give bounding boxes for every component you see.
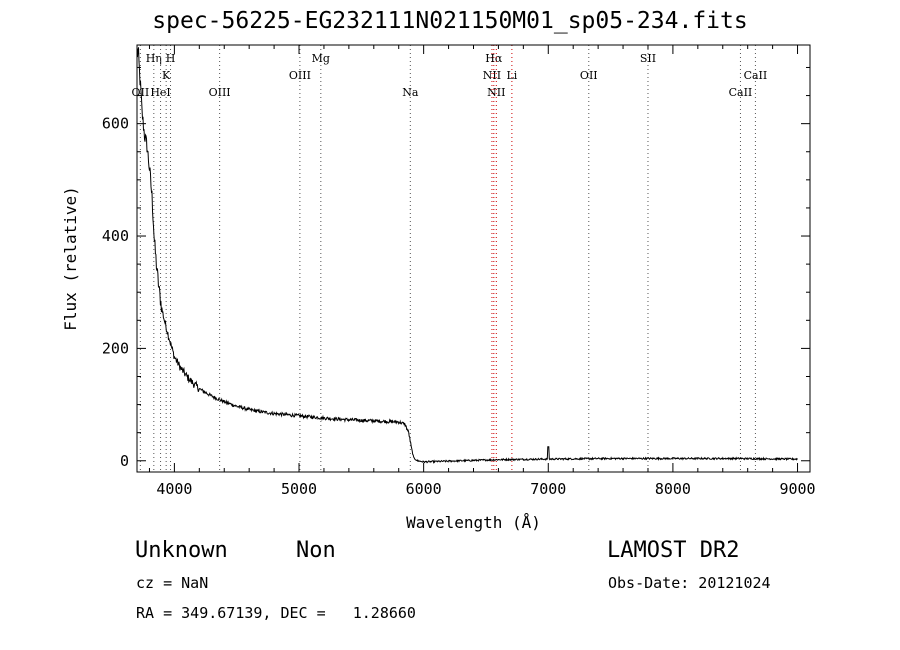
line-marker-label: Na (402, 86, 419, 99)
line-marker-label: OII (132, 86, 150, 99)
line-marker-label: Li (506, 69, 517, 82)
coordinates-radec: RA = 349.67139, DEC = 1.28660 (136, 604, 416, 622)
chart-title: spec-56225-EG232111N021150M01_sp05-234.f… (152, 8, 748, 34)
line-marker-label: CaII (729, 86, 753, 99)
line-marker-label: SII (640, 52, 656, 65)
line-marker-label: OIII (209, 86, 231, 99)
line-marker-label: Mg (312, 52, 330, 65)
line-marker-label: H (166, 52, 176, 65)
line-marker-label: CaII (744, 69, 768, 82)
line-marker-label: Hη (146, 52, 162, 65)
line-marker-label: K (162, 69, 171, 82)
x-tick-label: 9000 (779, 480, 815, 498)
y-tick-label: 600 (102, 115, 129, 133)
object-class: Unknown (135, 538, 228, 563)
y-tick-label: 0 (120, 452, 129, 470)
x-tick-label: 6000 (406, 480, 442, 498)
line-marker-label: HeI (150, 86, 170, 99)
observation-date: Obs-Date: 20121024 (608, 574, 771, 592)
y-tick-label: 400 (102, 227, 129, 245)
redshift-cz: cz = NaN (136, 574, 209, 592)
x-tick-label: 5000 (281, 480, 317, 498)
plot-frame (136, 44, 811, 473)
line-marker-label: OII (580, 69, 598, 82)
line-marker-label: NII (487, 86, 505, 99)
line-marker-label: Hα (485, 52, 503, 65)
line-marker-label: OIII (289, 69, 311, 82)
object-subclass: Non (296, 538, 336, 563)
y-axis-label: Flux (relative) (61, 186, 80, 331)
x-tick-label: 4000 (156, 480, 192, 498)
x-axis-label: Wavelength (Å) (406, 513, 541, 532)
spectrum-line (136, 47, 798, 465)
line-marker-label: NII (483, 69, 501, 82)
axis-ticks: 4000 5000 6000 7000 8000 9000 0 200 400 600 (102, 45, 816, 498)
x-tick-label: 8000 (655, 480, 691, 498)
data-release: LAMOST DR2 (607, 538, 740, 563)
y-tick-label: 200 (102, 339, 129, 357)
x-tick-label: 7000 (530, 480, 566, 498)
